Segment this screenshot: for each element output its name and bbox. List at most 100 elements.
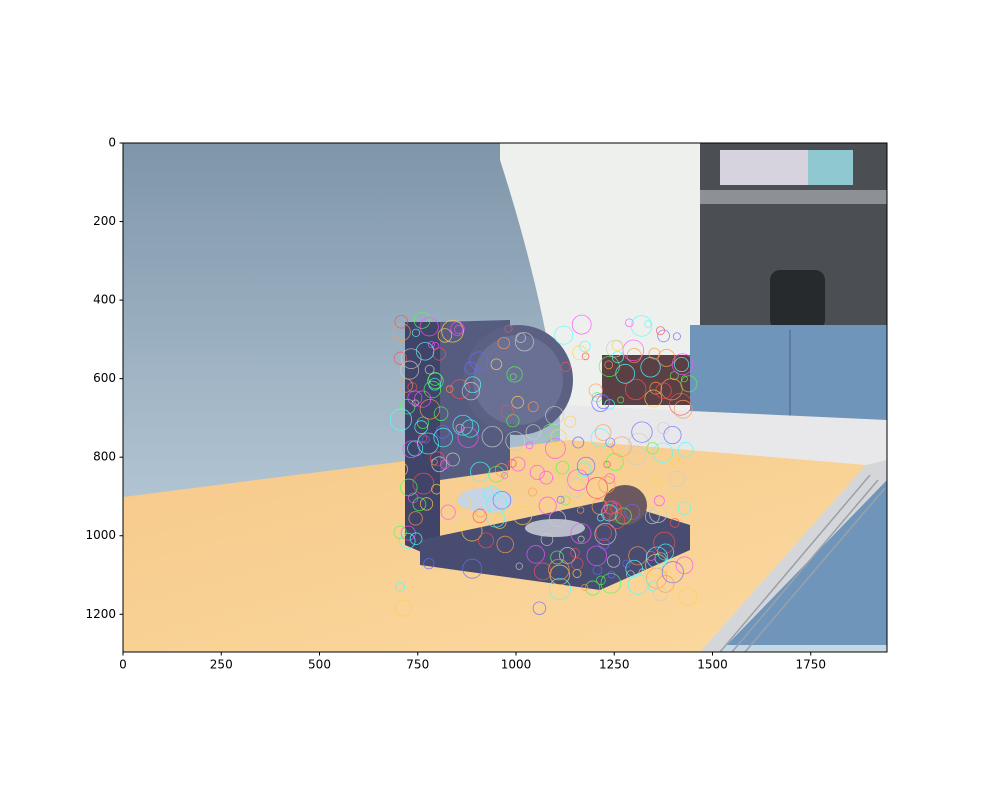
keypoint bbox=[594, 424, 612, 441]
keypoint bbox=[677, 501, 692, 515]
keypoint bbox=[393, 351, 407, 365]
keypoint bbox=[598, 355, 620, 377]
keypoint bbox=[564, 415, 577, 428]
keypoint bbox=[560, 361, 571, 372]
keypoint bbox=[414, 420, 429, 434]
keypoint bbox=[550, 429, 567, 446]
keypoint bbox=[657, 329, 670, 343]
keypoint bbox=[515, 332, 527, 343]
keypoint bbox=[571, 314, 592, 335]
image bbox=[123, 143, 887, 652]
keypoint bbox=[423, 558, 435, 570]
keypoint bbox=[419, 317, 439, 337]
keypoint bbox=[605, 437, 616, 448]
keypoint bbox=[423, 380, 442, 399]
keypoint bbox=[428, 371, 443, 386]
y-tick-label: 0 bbox=[108, 136, 116, 150]
keypoint bbox=[590, 428, 611, 448]
keypoint bbox=[577, 535, 585, 543]
y-tick-label: 800 bbox=[93, 450, 116, 464]
keypoint bbox=[532, 601, 547, 615]
keypoint bbox=[445, 452, 460, 467]
keypoint bbox=[469, 351, 489, 371]
keypoint bbox=[569, 499, 577, 507]
keypoint bbox=[657, 421, 670, 435]
keypoint bbox=[579, 340, 591, 353]
keypoint bbox=[611, 436, 632, 457]
keypoint bbox=[427, 341, 435, 349]
keypoint bbox=[432, 347, 446, 361]
keypoint bbox=[669, 371, 679, 381]
keypoint bbox=[394, 581, 406, 593]
keypoint bbox=[514, 332, 535, 352]
keypoint bbox=[450, 379, 470, 399]
keypoint bbox=[525, 424, 542, 440]
keypoint bbox=[604, 360, 614, 370]
keypoint bbox=[412, 472, 435, 495]
keypoint bbox=[572, 569, 582, 578]
keypoint bbox=[631, 421, 653, 443]
keypoint bbox=[591, 393, 610, 412]
keypoint bbox=[494, 463, 509, 477]
keypoint bbox=[533, 562, 552, 581]
keypoint bbox=[652, 442, 674, 464]
keypoint bbox=[626, 348, 642, 364]
keypoint bbox=[669, 454, 680, 465]
keypoint bbox=[445, 385, 454, 393]
keypoint bbox=[455, 423, 465, 433]
keypoint bbox=[671, 353, 694, 376]
keypoint bbox=[437, 328, 453, 343]
keypoint bbox=[663, 425, 682, 445]
keypoint bbox=[411, 328, 421, 338]
keypoint bbox=[653, 531, 676, 554]
keypoint bbox=[661, 561, 684, 584]
keypoint bbox=[433, 406, 449, 421]
keypoint bbox=[455, 494, 472, 511]
keypoint bbox=[431, 456, 448, 473]
keypoint bbox=[440, 504, 456, 520]
keypoint bbox=[496, 535, 514, 554]
keypoint bbox=[655, 382, 672, 400]
keypoint bbox=[509, 373, 517, 381]
keypoint bbox=[646, 442, 659, 455]
keypoint bbox=[427, 372, 444, 390]
keypoint bbox=[586, 477, 609, 499]
keypoint bbox=[581, 352, 590, 361]
keypoint bbox=[497, 336, 510, 350]
keypoint bbox=[677, 442, 694, 458]
keypoint bbox=[461, 419, 480, 438]
keypoint bbox=[525, 441, 534, 450]
keypoint bbox=[545, 438, 566, 459]
keypoint bbox=[393, 525, 407, 540]
keypoint bbox=[462, 558, 483, 579]
keypoint bbox=[400, 360, 420, 380]
keypoint bbox=[660, 378, 683, 401]
keypoint bbox=[457, 426, 479, 448]
keypoint bbox=[625, 559, 643, 578]
keypoint bbox=[545, 406, 564, 425]
keypoint bbox=[419, 398, 441, 420]
keypoints bbox=[389, 312, 698, 617]
keypoint bbox=[627, 574, 649, 595]
x-tick-label: 0 bbox=[119, 658, 127, 672]
keypoint bbox=[640, 357, 661, 378]
keypoint bbox=[528, 487, 538, 497]
keypoint bbox=[452, 414, 474, 436]
keypoint bbox=[492, 515, 507, 529]
keypoint bbox=[392, 323, 411, 341]
y-tick-label: 1000 bbox=[85, 528, 116, 542]
keypoint bbox=[421, 435, 430, 444]
keypoint bbox=[556, 495, 565, 504]
keypoint bbox=[539, 470, 554, 485]
axes-frame bbox=[122, 142, 888, 653]
keypoint bbox=[610, 502, 622, 514]
keypoint bbox=[475, 507, 486, 518]
keypoint bbox=[669, 392, 692, 416]
keypoint bbox=[572, 436, 585, 449]
keypoint bbox=[394, 315, 408, 329]
keypoint bbox=[510, 456, 526, 472]
keypoint bbox=[428, 377, 441, 391]
keypoint bbox=[413, 312, 431, 329]
keypoint bbox=[656, 575, 675, 593]
keypoint bbox=[389, 408, 412, 431]
